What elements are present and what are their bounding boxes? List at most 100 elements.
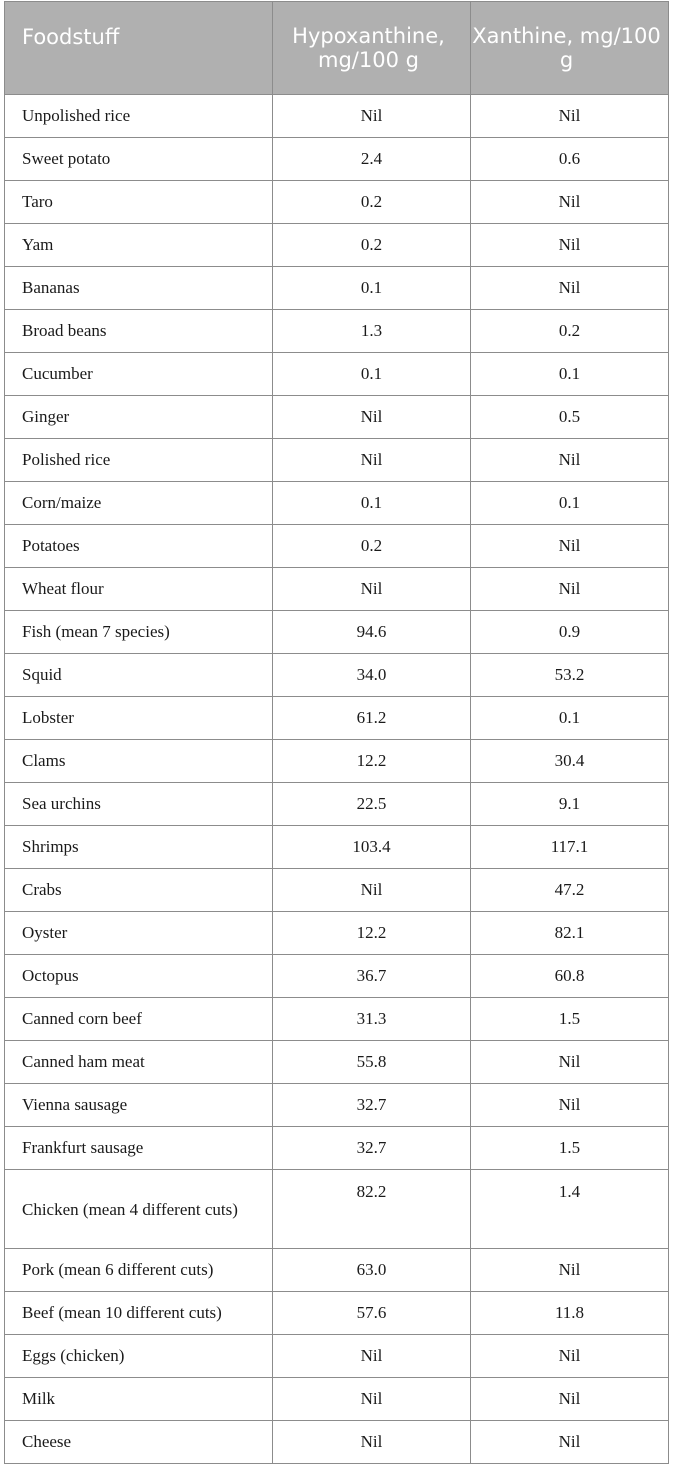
table-row: Chicken (mean 4 different cuts) 82.2 1.4 xyxy=(4,1169,669,1249)
hypoxanthine-cell: 0.1 xyxy=(272,481,471,525)
foodstuff-cell: Vienna sausage xyxy=(4,1083,273,1127)
header-foodstuff: Foodstuff xyxy=(4,1,273,95)
xanthine-cell: Nil xyxy=(470,1377,669,1421)
hypoxanthine-cell: Nil xyxy=(272,94,471,138)
hypoxanthine-cell: 82.2 xyxy=(272,1169,471,1249)
table-row: Ginger Nil 0.5 xyxy=(4,395,669,439)
foodstuff-cell: Broad beans xyxy=(4,309,273,353)
xanthine-cell: Nil xyxy=(470,1040,669,1084)
hypoxanthine-cell: 94.6 xyxy=(272,610,471,654)
xanthine-cell: 0.6 xyxy=(470,137,669,181)
xanthine-cell: 0.9 xyxy=(470,610,669,654)
table-row: Canned ham meat 55.8 Nil xyxy=(4,1040,669,1084)
table-row: Oyster 12.2 82.1 xyxy=(4,911,669,955)
hypoxanthine-cell: 32.7 xyxy=(272,1083,471,1127)
foodstuff-cell: Oyster xyxy=(4,911,273,955)
xanthine-cell: Nil xyxy=(470,1248,669,1292)
hypoxanthine-cell: 22.5 xyxy=(272,782,471,826)
hypoxanthine-cell: 32.7 xyxy=(272,1126,471,1170)
table-row: Taro 0.2 Nil xyxy=(4,180,669,224)
hypoxanthine-cell: Nil xyxy=(272,438,471,482)
foodstuff-cell: Milk xyxy=(4,1377,273,1421)
xanthine-cell: 47.2 xyxy=(470,868,669,912)
xanthine-cell: Nil xyxy=(470,1334,669,1378)
xanthine-cell: Nil xyxy=(470,223,669,267)
foodstuff-cell: Corn/maize xyxy=(4,481,273,525)
hypoxanthine-cell: 12.2 xyxy=(272,911,471,955)
table-row: Unpolished rice Nil Nil xyxy=(4,94,669,138)
hypoxanthine-cell: 12.2 xyxy=(272,739,471,783)
table-row: Clams 12.2 30.4 xyxy=(4,739,669,783)
table-row: Cucumber 0.1 0.1 xyxy=(4,352,669,396)
table-row: Octopus 36.7 60.8 xyxy=(4,954,669,998)
foodstuff-cell: Eggs (chicken) xyxy=(4,1334,273,1378)
hypoxanthine-cell: Nil xyxy=(272,868,471,912)
table-row: Bananas 0.1 Nil xyxy=(4,266,669,310)
table-row: Fish (mean 7 species) 94.6 0.9 xyxy=(4,610,669,654)
table-row: Wheat flour Nil Nil xyxy=(4,567,669,611)
foodstuff-cell: Crabs xyxy=(4,868,273,912)
foodstuff-cell: Canned ham meat xyxy=(4,1040,273,1084)
hypoxanthine-cell: 0.2 xyxy=(272,524,471,568)
foodstuff-cell: Wheat flour xyxy=(4,567,273,611)
hypoxanthine-cell: Nil xyxy=(272,1420,471,1464)
hypoxanthine-cell: 55.8 xyxy=(272,1040,471,1084)
hypoxanthine-cell: Nil xyxy=(272,1377,471,1421)
hypoxanthine-cell: 34.0 xyxy=(272,653,471,697)
foodstuff-cell: Octopus xyxy=(4,954,273,998)
xanthine-cell: 60.8 xyxy=(470,954,669,998)
hypoxanthine-cell: 36.7 xyxy=(272,954,471,998)
hypoxanthine-cell: 0.1 xyxy=(272,352,471,396)
purine-content-table: Foodstuff Hypoxanthine, mg/100 g Xanthin… xyxy=(4,1,669,1464)
hypoxanthine-cell: 0.1 xyxy=(272,266,471,310)
xanthine-cell: 0.2 xyxy=(470,309,669,353)
hypoxanthine-cell: Nil xyxy=(272,567,471,611)
foodstuff-cell: Beef (mean 10 different cuts) xyxy=(4,1291,273,1335)
table-row: Broad beans 1.3 0.2 xyxy=(4,309,669,353)
table-row: Beef (mean 10 different cuts) 57.6 11.8 xyxy=(4,1291,669,1335)
table-header-row: Foodstuff Hypoxanthine, mg/100 g Xanthin… xyxy=(4,1,669,95)
foodstuff-cell: Frankfurt sausage xyxy=(4,1126,273,1170)
xanthine-cell: 0.1 xyxy=(470,481,669,525)
xanthine-cell: 1.4 xyxy=(470,1169,669,1249)
xanthine-cell: 11.8 xyxy=(470,1291,669,1335)
foodstuff-cell: Unpolished rice xyxy=(4,94,273,138)
xanthine-cell: Nil xyxy=(470,94,669,138)
foodstuff-cell: Sweet potato xyxy=(4,137,273,181)
hypoxanthine-cell: 0.2 xyxy=(272,223,471,267)
xanthine-cell: Nil xyxy=(470,1083,669,1127)
xanthine-cell: Nil xyxy=(470,1420,669,1464)
table-body: Unpolished rice Nil Nil Sweet potato 2.4 0.6 T… xyxy=(4,94,669,1464)
foodstuff-cell: Cheese xyxy=(4,1420,273,1464)
table-row: Milk Nil Nil xyxy=(4,1377,669,1421)
xanthine-cell: 30.4 xyxy=(470,739,669,783)
table-row: Yam 0.2 Nil xyxy=(4,223,669,267)
foodstuff-cell: Shrimps xyxy=(4,825,273,869)
xanthine-cell: 1.5 xyxy=(470,997,669,1041)
foodstuff-cell: Fish (mean 7 species) xyxy=(4,610,273,654)
hypoxanthine-cell: 1.3 xyxy=(272,309,471,353)
foodstuff-cell: Chicken (mean 4 different cuts) xyxy=(4,1169,273,1249)
table-row: Polished rice Nil Nil xyxy=(4,438,669,482)
header-xanthine: Xanthine, mg/100 g xyxy=(470,1,669,95)
xanthine-cell: Nil xyxy=(470,438,669,482)
table-row: Crabs Nil 47.2 xyxy=(4,868,669,912)
table-row: Frankfurt sausage 32.7 1.5 xyxy=(4,1126,669,1170)
foodstuff-cell: Bananas xyxy=(4,266,273,310)
table-row: Vienna sausage 32.7 Nil xyxy=(4,1083,669,1127)
foodstuff-cell: Yam xyxy=(4,223,273,267)
xanthine-cell: 0.1 xyxy=(470,696,669,740)
table-row: Potatoes 0.2 Nil xyxy=(4,524,669,568)
foodstuff-cell: Canned corn beef xyxy=(4,997,273,1041)
hypoxanthine-cell: Nil xyxy=(272,395,471,439)
foodstuff-cell: Ginger xyxy=(4,395,273,439)
foodstuff-cell: Sea urchins xyxy=(4,782,273,826)
hypoxanthine-cell: Nil xyxy=(272,1334,471,1378)
foodstuff-cell: Polished rice xyxy=(4,438,273,482)
foodstuff-cell: Squid xyxy=(4,653,273,697)
xanthine-cell: 9.1 xyxy=(470,782,669,826)
table-row: Shrimps 103.4 117.1 xyxy=(4,825,669,869)
table-row: Pork (mean 6 different cuts) 63.0 Nil xyxy=(4,1248,669,1292)
foodstuff-cell: Lobster xyxy=(4,696,273,740)
xanthine-cell: 117.1 xyxy=(470,825,669,869)
